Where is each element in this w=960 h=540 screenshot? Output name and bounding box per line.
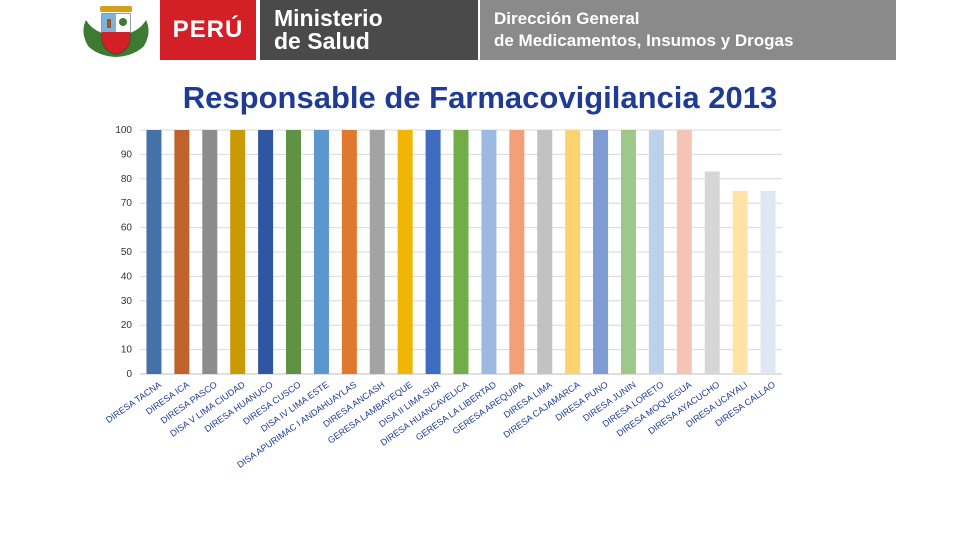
ministry-line-2: de Salud — [274, 28, 370, 54]
bar — [369, 130, 385, 374]
country-label: PERÚ — [160, 0, 256, 60]
bar — [286, 130, 302, 374]
bar — [313, 130, 329, 374]
bar — [341, 130, 357, 374]
ministry-line-1: Ministerio — [274, 5, 383, 31]
bar — [704, 171, 720, 374]
bar — [760, 191, 776, 374]
bar — [453, 130, 469, 374]
bar — [676, 130, 692, 374]
bar — [258, 130, 274, 374]
y-tick-label: 70 — [121, 198, 133, 209]
bar — [648, 130, 664, 374]
bar — [509, 130, 525, 374]
directorate-name: Dirección General de Medicamentos, Insum… — [480, 0, 896, 60]
y-tick-label: 50 — [121, 247, 133, 258]
bar — [397, 130, 413, 374]
y-tick-label: 40 — [121, 271, 133, 282]
bar — [202, 130, 218, 374]
bar — [174, 130, 190, 374]
directorate-line-1: Dirección General — [494, 9, 640, 28]
y-tick-label: 60 — [121, 223, 133, 234]
y-tick-label: 100 — [115, 125, 132, 136]
bar — [230, 130, 246, 374]
bar — [620, 130, 636, 374]
y-tick-label: 20 — [121, 320, 133, 331]
bar — [481, 130, 497, 374]
chart-title: Responsable de Farmacovigilancia 2013 — [182, 80, 778, 115]
bar — [146, 130, 162, 374]
y-tick-label: 80 — [121, 174, 133, 185]
y-tick-label: 30 — [121, 296, 133, 307]
y-tick-label: 0 — [126, 369, 132, 380]
header-banner: PERÚ Ministerio de Salud Dirección Gener… — [78, 0, 896, 62]
ministry-name: Ministerio de Salud — [260, 0, 478, 60]
y-tick-label: 10 — [121, 345, 133, 356]
bar — [593, 130, 609, 374]
bar — [537, 130, 553, 374]
bar — [732, 191, 748, 374]
directorate-line-2: de Medicamentos, Insumos y Drogas — [494, 31, 794, 50]
bar — [425, 130, 441, 374]
coat-of-arms-icon — [78, 2, 154, 60]
y-tick-label: 90 — [121, 149, 133, 160]
bar — [565, 130, 581, 374]
